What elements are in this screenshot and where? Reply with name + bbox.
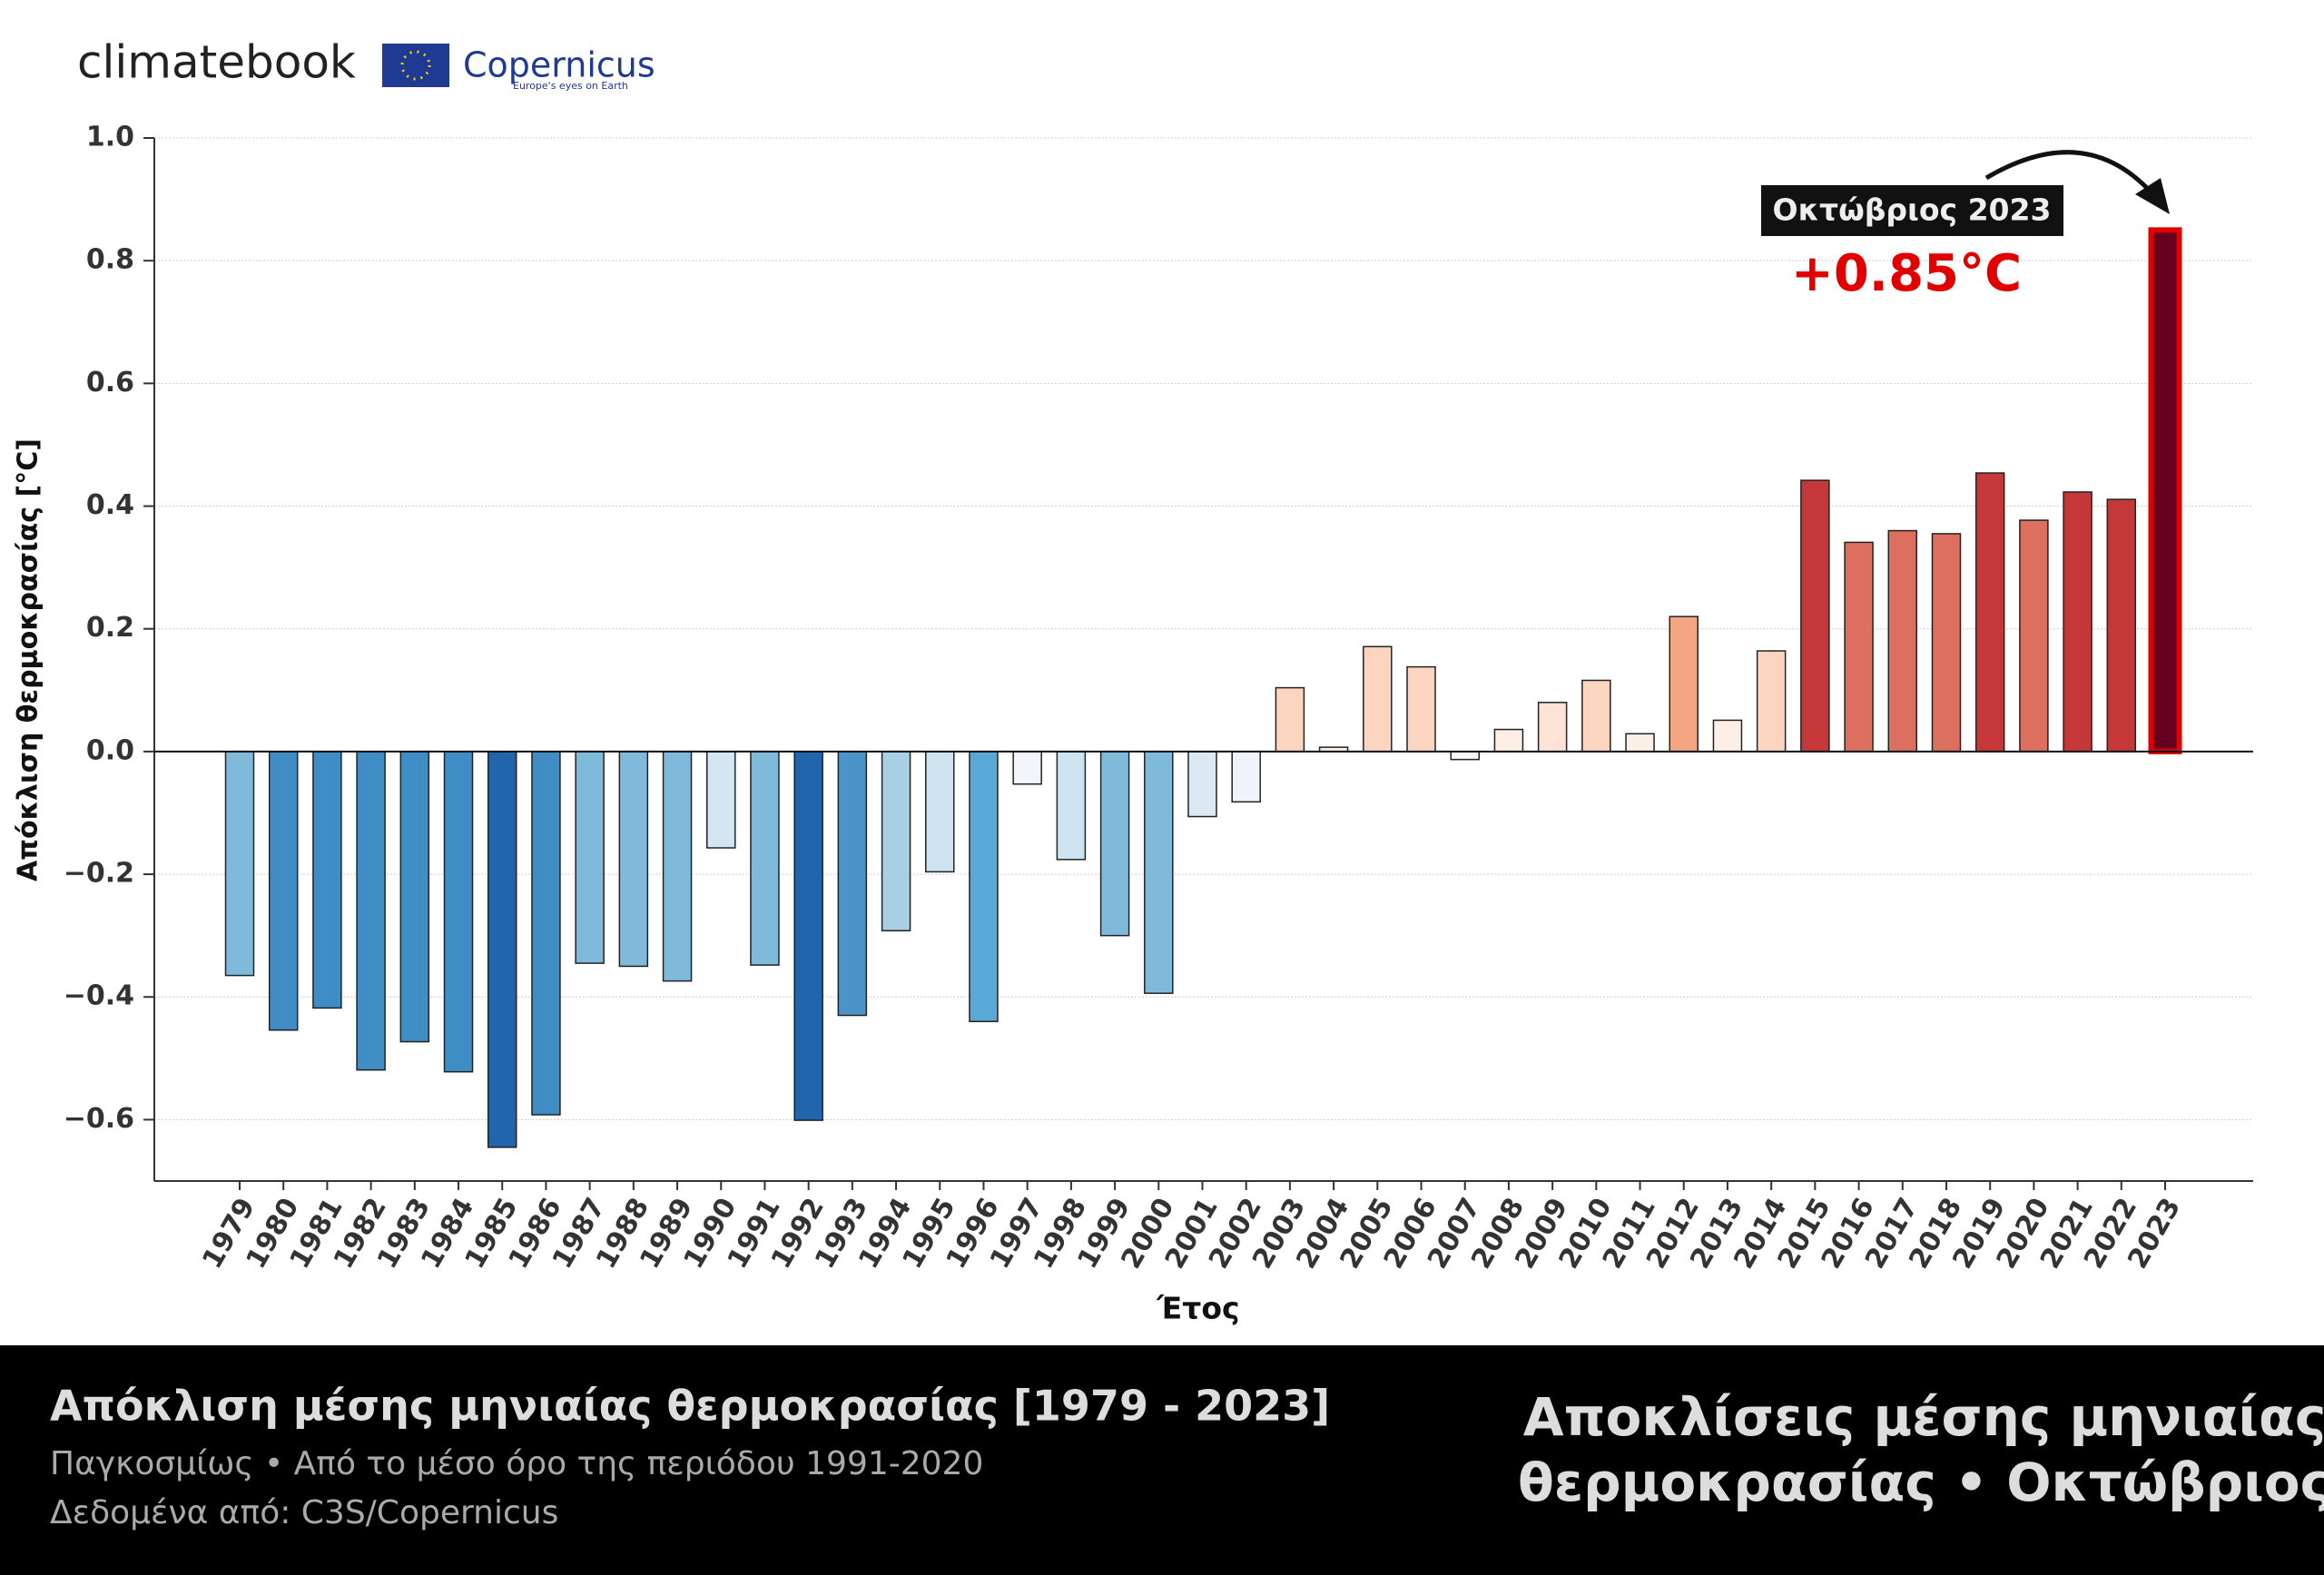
- bar: [1493, 728, 1524, 753]
- bar: [531, 751, 561, 1116]
- bar: [1800, 479, 1830, 753]
- bar: [1581, 679, 1611, 753]
- bar: [706, 751, 736, 849]
- bar: [1363, 645, 1393, 753]
- y-axis-label: Απόκλιση θερμοκρασίας [°C]: [13, 438, 44, 881]
- annotation-value: +0.85°C: [1791, 244, 2022, 303]
- footer-subtitle: Παγκοσμίως • Από το μέσο όρο της περιόδο…: [50, 1445, 983, 1482]
- y-tick-label: 0.2: [86, 612, 134, 644]
- bar: [1406, 665, 1436, 753]
- right-title: θερμοκρασίας • Οκτώβριος: [1518, 1452, 2324, 1513]
- annotation-title: Οκτώβριος 2023: [1773, 192, 2052, 228]
- bar: [1099, 751, 1130, 937]
- annotation-box: [1761, 185, 2063, 236]
- bar: [1844, 541, 1874, 753]
- bar: [925, 751, 955, 873]
- right-title: Αποκλίσεις μέσης μηνιαίας: [1523, 1386, 2324, 1448]
- bar: [1669, 615, 1699, 753]
- bar: [1537, 702, 1568, 753]
- eu-stars: [400, 50, 431, 81]
- bar: [399, 751, 430, 1043]
- bar: [1712, 719, 1743, 753]
- annotation-arrow: [1984, 150, 2158, 200]
- y-tick-label: 1.0: [86, 122, 134, 153]
- y-tick-label: −0.6: [64, 1103, 134, 1135]
- brand-logo: climatebook: [77, 36, 356, 89]
- bar: [1887, 529, 1918, 753]
- bar: [575, 751, 605, 964]
- footer-band: [0, 1345, 2324, 1575]
- bar: [312, 751, 342, 1009]
- bar: [881, 751, 911, 931]
- y-tick-label: 0.0: [86, 734, 134, 766]
- eu-flag: [382, 44, 449, 87]
- footer-source: Δεδομένα από: C3S/Copernicus: [50, 1494, 558, 1531]
- bar: [837, 751, 868, 1017]
- bar: [1931, 533, 1962, 753]
- bar: [618, 751, 649, 968]
- bar: [969, 751, 999, 1023]
- bar: [1625, 733, 1655, 753]
- bar: [1974, 472, 2005, 753]
- bar: [2063, 491, 2093, 753]
- partner-tagline: Europe's eyes on Earth: [513, 80, 628, 92]
- bar: [268, 751, 299, 1031]
- bar: [750, 751, 780, 966]
- x-axis-label: Έτος: [1156, 1291, 1239, 1326]
- bar: [2019, 519, 2049, 753]
- bar: [487, 751, 517, 1148]
- footer-title: Απόκλιση μέσης μηνιαίας θερμοκρασίας [19…: [50, 1382, 1330, 1431]
- partner-logo: Copernicus: [463, 45, 655, 85]
- y-tick-label: −0.2: [64, 858, 134, 890]
- bar: [356, 751, 386, 1071]
- bar: [1012, 751, 1042, 785]
- bar: [1187, 751, 1217, 818]
- bar: [1450, 751, 1480, 761]
- bar: [2106, 498, 2137, 753]
- bar: [1144, 751, 1174, 994]
- bar: [443, 751, 474, 1073]
- y-tick-label: 0.8: [86, 244, 134, 276]
- bar: [662, 751, 693, 982]
- y-tick-label: 0.6: [86, 367, 134, 399]
- bar: [1756, 650, 1787, 753]
- y-tick-label: 0.4: [86, 489, 134, 521]
- bar: [1275, 686, 1305, 753]
- bar: [793, 751, 823, 1121]
- y-tick-label: −0.4: [64, 980, 134, 1012]
- bar: [1056, 751, 1087, 861]
- bar: [224, 751, 255, 977]
- annotation-arrowhead: [2135, 178, 2170, 214]
- bar: [2148, 227, 2182, 754]
- bar: [1231, 751, 1261, 803]
